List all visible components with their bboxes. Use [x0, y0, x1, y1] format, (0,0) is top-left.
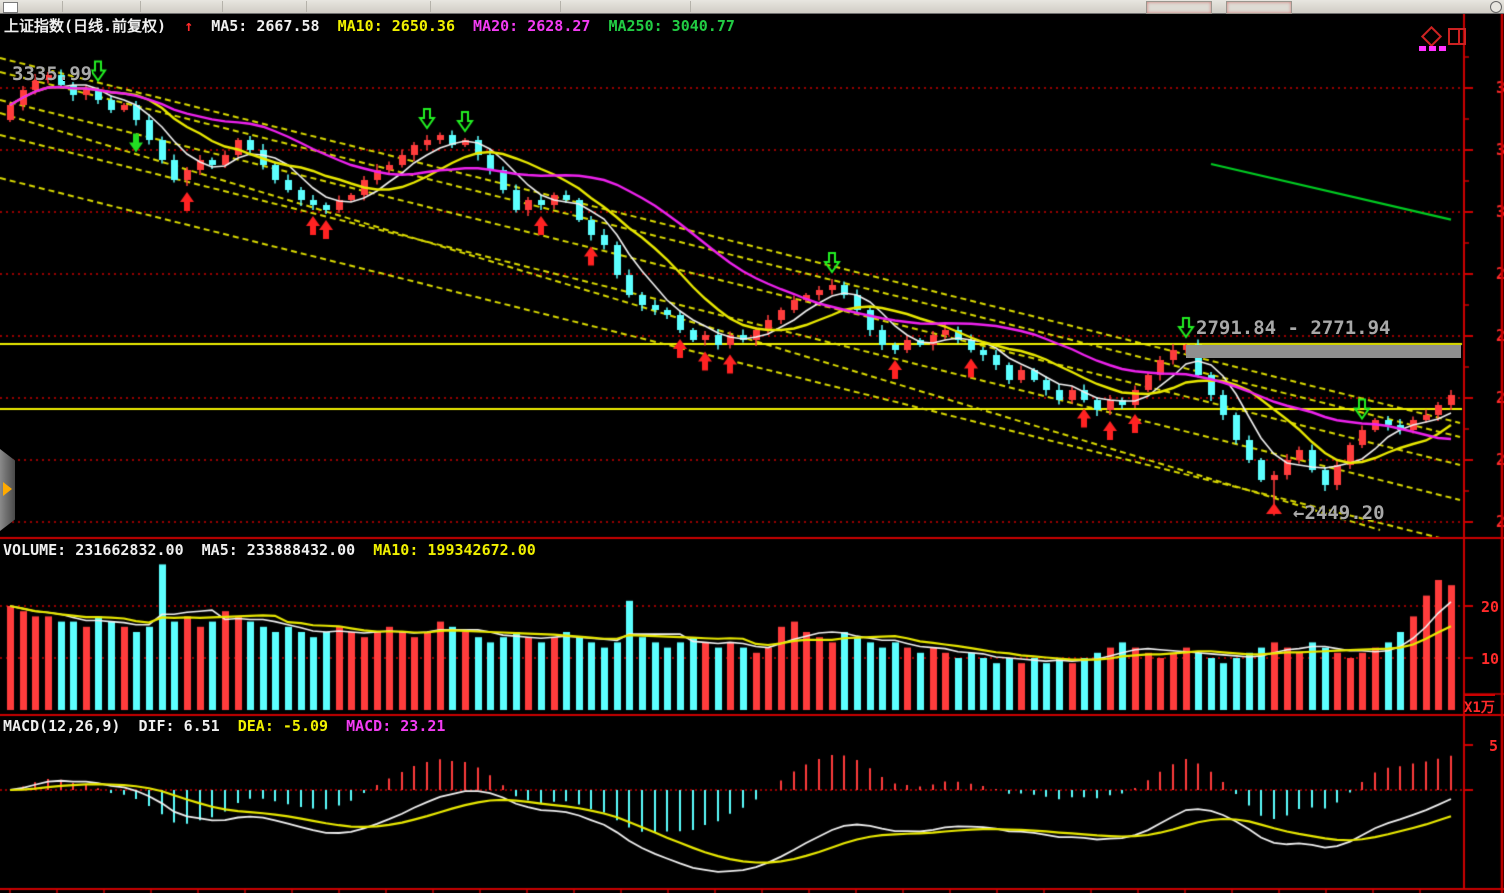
volume-axis-unit: X1万: [1464, 694, 1495, 717]
volume-axis-10: 10: [1481, 650, 1500, 668]
macd-pane-header: MACD(12,26,9) DIF: 6.51 DEA: -5.09 MACD:…: [3, 717, 454, 735]
toolbar-separator: [560, 1, 561, 12]
macd-value: MACD: 23.21: [346, 717, 446, 735]
macd-axis-50: 5: [1489, 737, 1499, 755]
toolbar-separator: [62, 1, 63, 12]
toolbar-button-buy[interactable]: [1146, 1, 1212, 14]
gap-price-label: 2791.84 - 2771.94: [1196, 317, 1391, 339]
volume-ma10-value: MA10: 199342672.00: [373, 541, 536, 559]
gap-zone-bar: [1186, 345, 1461, 358]
volume-axis-20: 20: [1481, 598, 1500, 616]
magenta-dashes-icon: [1419, 46, 1446, 51]
high-price-label: 3335.99: [12, 63, 93, 85]
macd-name: MACD(12,26,9): [3, 717, 121, 735]
toolbar-separator: [430, 1, 431, 12]
dea-value: DEA: -5.09: [237, 717, 329, 735]
toolbar-separator: [222, 1, 223, 12]
expand-arrow-icon: [3, 482, 12, 496]
app-window-icon[interactable]: [3, 2, 18, 13]
volume-value: VOLUME: 231662832.00: [3, 541, 184, 559]
main-chart-header: 上证指数(日线.前复权) ↑ MA5: 2667.58 MA10: 2650.3…: [4, 15, 744, 36]
ma20-value: MA20: 2628.27: [473, 17, 591, 35]
dif-value: DIF: 6.51: [138, 717, 220, 735]
toolbar-separator: [306, 1, 307, 12]
low-price-label: ←2449.20: [1293, 502, 1385, 524]
toolbar-separator: [690, 1, 691, 12]
signal-up-arrow-icon: ↑: [184, 17, 194, 35]
top-toolbar: [0, 0, 1504, 14]
ma10-value: MA10: 2650.36: [337, 17, 455, 35]
ma5-value: MA5: 2667.58: [211, 17, 320, 35]
toolbar-separator: [140, 1, 141, 12]
split-window-icon[interactable]: [1448, 28, 1466, 45]
chart-title: 上证指数(日线.前复权): [4, 17, 167, 35]
toolbar-button-sell[interactable]: [1226, 1, 1292, 14]
panel-expand-tab[interactable]: [0, 449, 15, 531]
volume-ma5-value: MA5: 233888432.00: [201, 541, 356, 559]
clock-icon: [1490, 1, 1502, 13]
ma250-value: MA250: 3040.77: [608, 17, 735, 35]
volume-pane-header: VOLUME: 231662832.00 MA5: 233888432.00 M…: [3, 541, 545, 559]
